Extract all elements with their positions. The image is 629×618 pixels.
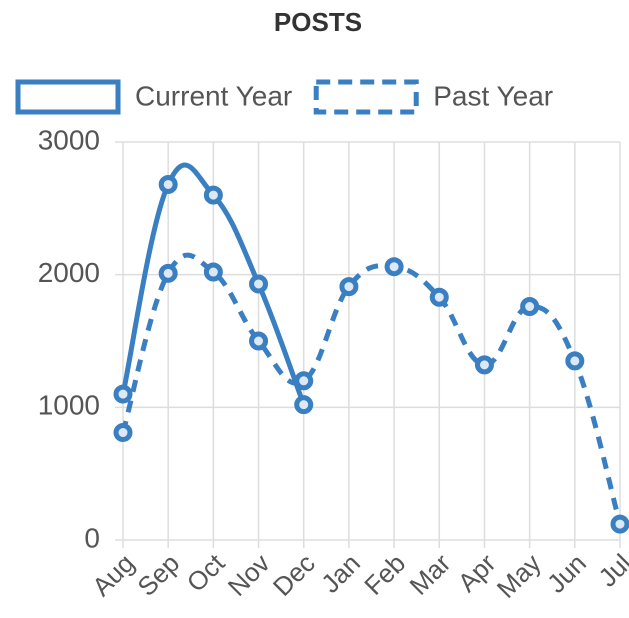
point	[158, 263, 178, 283]
x-tick-label: Jan	[315, 548, 366, 599]
x-tick-label: Feb	[358, 548, 411, 601]
y-tick-label: 3000	[38, 124, 100, 155]
x-tick-label: Apr	[452, 548, 502, 598]
point	[294, 395, 314, 415]
point	[339, 277, 359, 297]
point	[203, 185, 223, 205]
point	[610, 514, 629, 534]
y-tick-label: 2000	[38, 257, 100, 288]
point	[203, 262, 223, 282]
chart-title: POSTS	[274, 7, 362, 37]
point	[565, 351, 585, 371]
x-tick-label: Sep	[131, 548, 185, 602]
legend-swatch	[313, 79, 419, 115]
point	[520, 297, 540, 317]
x-tick-label: May	[491, 548, 547, 604]
y-tick-label: 1000	[38, 390, 100, 421]
x-tick-label: Oct	[181, 547, 231, 597]
point	[158, 174, 178, 194]
x-tick-label: Nov	[222, 548, 276, 602]
point	[249, 274, 269, 294]
series-line	[120, 252, 623, 525]
point	[294, 371, 314, 391]
x-tick-label: Mar	[403, 548, 456, 601]
legend-swatch	[15, 79, 121, 115]
x-tick-label: Dec	[267, 548, 321, 602]
point	[474, 355, 494, 375]
point	[113, 423, 133, 443]
point	[249, 331, 269, 351]
legend-label: Current Year	[135, 80, 292, 111]
x-tick-label: Jun	[541, 548, 592, 599]
point	[113, 384, 133, 404]
point	[384, 257, 404, 277]
point	[429, 287, 449, 307]
legend-label: Past Year	[433, 80, 553, 111]
y-tick-label: 0	[84, 522, 100, 553]
x-tick-label: Aug	[86, 548, 140, 602]
x-tick-label: Jul	[592, 548, 629, 593]
